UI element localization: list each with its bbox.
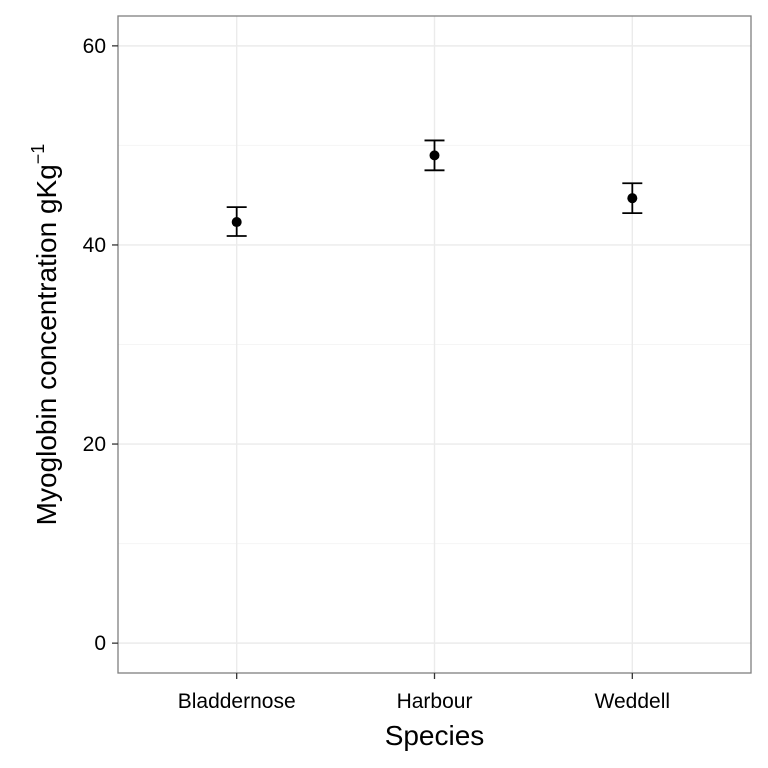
y-tick-label: 20 (83, 433, 106, 456)
data-point (429, 150, 440, 161)
error-bar-group (424, 139, 445, 172)
x-tick-label: Bladdernose (178, 690, 296, 713)
grid-layer (118, 16, 751, 673)
data-point (231, 217, 242, 228)
y-axis-title-superscript: −1 (28, 144, 48, 165)
data-marks (226, 139, 643, 237)
x-tick-label: Weddell (595, 690, 671, 713)
x-tick-label: Harbour (397, 690, 473, 713)
axis-layer: 0 20 40 60 Bladdernose Harbour Weddell (83, 35, 670, 713)
y-axis-title-main: Myoglobin concentration gKg (31, 164, 62, 525)
y-tick-label: 60 (83, 35, 106, 58)
y-axis-title: Myoglobin concentration gKg−1 (28, 144, 62, 526)
y-tick-label: 40 (83, 234, 106, 257)
error-bar-group (622, 182, 643, 215)
x-axis-title: Species (385, 720, 485, 751)
error-bar-group (226, 206, 247, 237)
data-point (627, 193, 638, 204)
y-tick-label: 0 (94, 632, 106, 655)
